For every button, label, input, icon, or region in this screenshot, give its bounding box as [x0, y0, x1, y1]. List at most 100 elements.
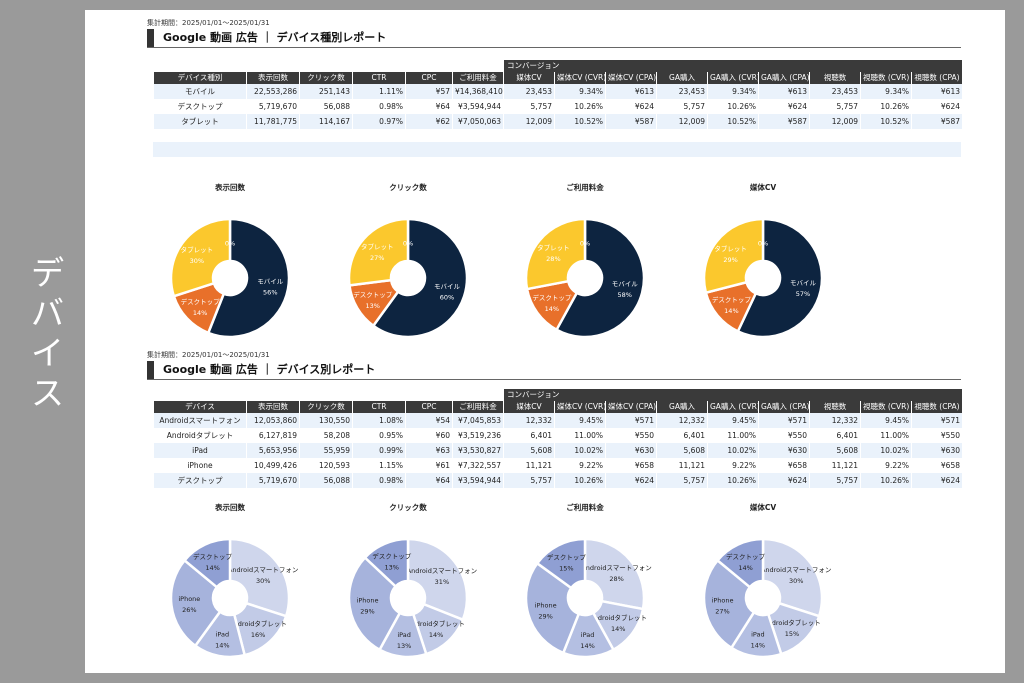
- table-cell: ¥658: [787, 461, 807, 470]
- pie-slice: [363, 537, 410, 589]
- device-report-section: 集計期間：2025/01/01～2025/01/31 Google 動画 広告 …: [147, 350, 962, 488]
- pie-slice: [524, 561, 581, 655]
- table-cell: ¥571: [606, 413, 656, 428]
- table-cell: 5,757: [657, 473, 707, 488]
- table-cell: 23,453: [810, 84, 860, 99]
- column-header[interactable]: デバイス: [154, 401, 246, 413]
- column-header[interactable]: 媒体CV (CVR): [555, 401, 605, 413]
- column-header[interactable]: 視聴数: [810, 401, 860, 413]
- table-cell: ¥658: [634, 461, 654, 470]
- device-table: コンバージョン デバイス 表示回数 クリック数 CTR CPC ご利用料金 媒体CV 媒体CV …: [153, 389, 963, 488]
- column-header[interactable]: 媒体CV: [504, 72, 554, 84]
- table-cell: ¥571: [912, 413, 962, 428]
- row-label: iPhone: [187, 461, 213, 470]
- column-header[interactable]: CPC: [406, 72, 452, 84]
- table-cell: 10.02%: [861, 443, 911, 458]
- table-cell: 5,757: [683, 102, 705, 111]
- slice-label: iPhone: [535, 601, 557, 609]
- pie-chart-cost-device-type: ご利用料金 モバイル 58% デスクトップ 14% タブレット 28% 0%: [510, 182, 660, 342]
- slice-percent-label: 14%: [611, 625, 625, 633]
- column-header[interactable]: CPC: [406, 401, 452, 413]
- table-row: iPad 5,653,956 55,959 0.99% ¥63 ¥3,530,827 5,6…: [154, 443, 962, 458]
- chart-title: 媒体CV: [749, 503, 777, 512]
- column-header[interactable]: 表示回数: [247, 401, 299, 413]
- column-header[interactable]: 視聴数: [810, 72, 860, 84]
- column-header[interactable]: GA購入 (CVR): [708, 401, 758, 413]
- column-header[interactable]: 視聴数 (CPA): [912, 401, 962, 413]
- column-header[interactable]: クリック数: [300, 401, 352, 413]
- column-header[interactable]: 視聴数 (CVR): [861, 72, 911, 84]
- column-header[interactable]: 媒体CV (CPA): [606, 401, 656, 413]
- column-header[interactable]: GA購入: [657, 401, 707, 413]
- pie-slice: [524, 217, 587, 291]
- column-header[interactable]: GA購入: [657, 72, 707, 84]
- column-header[interactable]: CTR: [353, 401, 405, 413]
- table-cell: 56,088: [323, 102, 350, 111]
- column-header[interactable]: クリック数: [300, 72, 352, 84]
- table-cell: 12,009: [657, 114, 707, 129]
- pie-slice: [206, 217, 291, 339]
- table-cell: 5,757: [504, 473, 554, 488]
- row-label: デスクトップ: [177, 102, 223, 111]
- table-row: タブレット 11,781,775 114,167 0.97% ¥62 ¥7,050,063…: [154, 114, 962, 129]
- row-label: モバイル: [154, 84, 246, 99]
- column-header[interactable]: 媒体CV (CPA): [606, 72, 656, 84]
- table-cell: ¥587: [606, 114, 656, 129]
- column-header[interactable]: CTR: [353, 72, 405, 84]
- table-cell: 11,121: [831, 461, 858, 470]
- table-cell: 6,127,819: [258, 431, 297, 440]
- table-cell: 11.00%: [727, 431, 756, 440]
- pie-chart-impressions-device-type: 表示回数 モバイル 56% デスクトップ 14% タブレット 30% 0%: [155, 182, 305, 342]
- column-header[interactable]: 視聴数 (CVR): [861, 401, 911, 413]
- table-cell: ¥3,594,944: [458, 102, 501, 111]
- report-period: 集計期間：2025/01/01～2025/01/31: [147, 19, 270, 27]
- device-type-report-section: 集計期間：2025/01/01～2025/01/31 Google 動画 広告 …: [147, 18, 962, 157]
- pie-slice: [232, 601, 288, 657]
- table-cell: 10.26%: [574, 102, 603, 111]
- slice-percent-label: 27%: [370, 254, 384, 262]
- table-cell: 55,959: [300, 443, 352, 458]
- column-header[interactable]: ご利用料金: [453, 401, 503, 413]
- table-cell: 6,401: [683, 431, 705, 440]
- slice-percent-label: 30%: [789, 577, 803, 585]
- pie-chart-impressions-device: 表示回数 Androidスマートフォン 30% Androidタブレット 16% iPad…: [155, 502, 305, 662]
- conversion-group-header: コンバージョン: [504, 60, 962, 72]
- table-cell: 56,088: [300, 473, 352, 488]
- table-cell: 5,719,670: [247, 473, 299, 488]
- table-cell: 22,553,286: [247, 84, 299, 99]
- table-cell: ¥7,045,853: [453, 413, 503, 428]
- slice-label: iPhone: [178, 595, 200, 603]
- table-cell: 5,608: [810, 443, 860, 458]
- slice-label: モバイル: [790, 279, 817, 287]
- column-header[interactable]: 表示回数: [247, 72, 299, 84]
- report-title-bar: Google 動画 広告 ｜ デバイス別レポート: [147, 361, 961, 380]
- slice-percent-label: 30%: [256, 577, 270, 585]
- column-header[interactable]: GA購入 (CPA): [759, 72, 809, 84]
- column-header[interactable]: デバイス種別: [154, 72, 246, 84]
- row-label: iPad: [154, 443, 246, 458]
- row-label: Androidスマートフォン: [154, 413, 246, 428]
- column-header[interactable]: ご利用料金: [453, 72, 503, 84]
- slice-percent-label: 27%: [715, 607, 729, 615]
- table-cell: 23,453: [657, 84, 707, 99]
- column-header[interactable]: 媒体CV (CVR): [555, 72, 605, 84]
- table-cell: 58,208: [323, 431, 350, 440]
- pie-slice: [169, 217, 232, 298]
- table-cell: ¥613: [606, 84, 656, 99]
- table-cell: 5,757: [836, 102, 858, 111]
- slice-label: デスクトップ: [726, 552, 766, 561]
- column-header[interactable]: GA購入 (CVR): [708, 72, 758, 84]
- column-header[interactable]: 媒体CV: [504, 401, 554, 413]
- slice-percent-label: 13%: [365, 302, 379, 310]
- table-cell: 10.02%: [555, 443, 605, 458]
- table-cell: 1.08%: [353, 413, 405, 428]
- pie-slice: [347, 217, 410, 287]
- table-cell: 9.34%: [861, 84, 911, 99]
- group-header-spacer: [154, 389, 503, 401]
- slice-percent-label: 29%: [538, 612, 552, 620]
- table-cell: 10.26%: [880, 102, 909, 111]
- column-header[interactable]: GA購入 (CPA): [759, 401, 809, 413]
- slice-percent-label: 13%: [384, 563, 398, 571]
- table-cell: ¥57: [406, 84, 452, 99]
- column-header[interactable]: 視聴数 (CPA): [912, 72, 962, 84]
